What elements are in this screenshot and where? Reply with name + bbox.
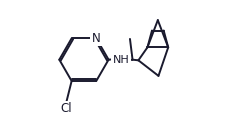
Text: Cl: Cl — [61, 102, 72, 115]
Text: N: N — [92, 32, 101, 45]
Text: NH: NH — [113, 55, 129, 65]
